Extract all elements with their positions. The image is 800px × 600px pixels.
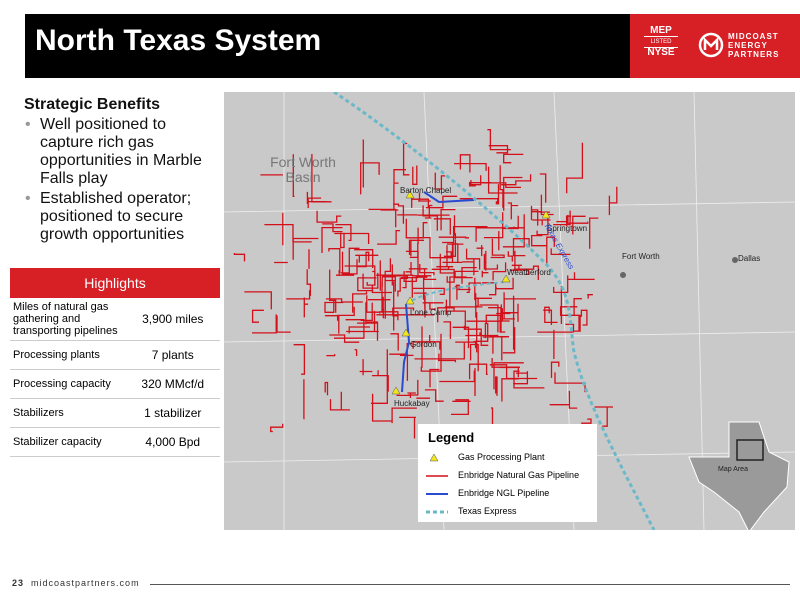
benefits: Strategic Benefits Well positioned to ca… — [24, 96, 219, 246]
inset-label: Map Area — [718, 466, 748, 473]
map-label: Fort Worth Basin — [270, 154, 336, 185]
row-value: 7 plants — [125, 340, 220, 370]
exchange-text: MEP — [650, 25, 672, 36]
company-icon — [698, 32, 724, 58]
legend-item: Gas Processing Plant — [458, 452, 545, 462]
benefits-list: Well positioned to capture rich gas oppo… — [24, 116, 219, 244]
row-value: 4,000 Bpd — [125, 427, 220, 457]
table-row: Stabilizers 1 stabilizer — [10, 398, 220, 428]
company-name: MIDCOAST ENERGY PARTNERS — [728, 32, 779, 59]
exchange-badge: MEP LISTED NYSE — [644, 26, 678, 58]
title: North Texas System — [35, 24, 322, 57]
table-row: Processing plants 7 plants — [10, 340, 220, 370]
row-label: Processing capacity — [10, 369, 126, 399]
map-label: Barton Chapel — [400, 186, 452, 195]
footer: 23 midcoastpartners.com — [12, 578, 140, 588]
legend-symbols — [426, 453, 448, 514]
logo-block: MEP LISTED NYSE MIDCOAST ENERGY PARTNERS — [630, 14, 800, 78]
exchange-text: LISTED — [644, 36, 678, 48]
map-label: Gordon — [410, 340, 437, 349]
map-label: Fort Worth — [622, 252, 660, 261]
row-value: 320 MMcf/d — [125, 369, 220, 399]
map-label: Weatherford — [507, 268, 551, 277]
legend-title: Legend — [428, 430, 475, 445]
footer-url: midcoastpartners.com — [31, 578, 140, 588]
company-text: PARTNERS — [728, 50, 780, 59]
legend-item: Enbridge Natural Gas Pipeline — [458, 470, 580, 480]
row-label: Processing plants — [10, 340, 126, 370]
table-row: Miles of natural gas gathering and trans… — [10, 298, 220, 341]
legend-item: Texas Express — [458, 506, 517, 516]
page-number: 23 — [12, 578, 25, 588]
legend: Legend Gas Processing Plant Enbridge Nat… — [418, 424, 597, 522]
benefit-item: Well positioned to capture rich gas oppo… — [25, 116, 219, 188]
legend-item: Enbridge NGL Pipeline — [458, 488, 550, 498]
header-bar: North Texas System — [25, 14, 630, 78]
footer-rule — [150, 584, 790, 585]
table-row: Processing capacity 320 MMcf/d — [10, 369, 220, 399]
row-label: Stabilizers — [10, 398, 126, 428]
map-label: Dallas — [738, 254, 761, 263]
inset-map — [688, 421, 790, 530]
table-title: Highlights — [10, 268, 220, 298]
map-label: Huckabay — [394, 399, 430, 408]
benefits-title: Strategic Benefits — [24, 96, 161, 113]
company-text: MIDCOAST — [728, 32, 779, 41]
row-label: Miles of natural gas gathering and trans… — [10, 298, 126, 341]
row-label: Stabilizer capacity — [10, 427, 126, 457]
row-value: 3,900 miles — [125, 298, 220, 341]
benefit-item: Established operator; positioned to secu… — [25, 190, 219, 244]
highlights-table: Highlights Miles of natural gas gatherin… — [10, 268, 220, 457]
row-value: 1 stabilizer — [125, 398, 220, 428]
map-label: Lone Camp — [410, 308, 452, 317]
map-label: Springtown — [547, 224, 588, 233]
exchange-text: NYSE — [647, 47, 675, 58]
company-text: ENERGY — [728, 41, 768, 50]
table-row: Stabilizer capacity 4,000 Bpd — [10, 427, 220, 457]
